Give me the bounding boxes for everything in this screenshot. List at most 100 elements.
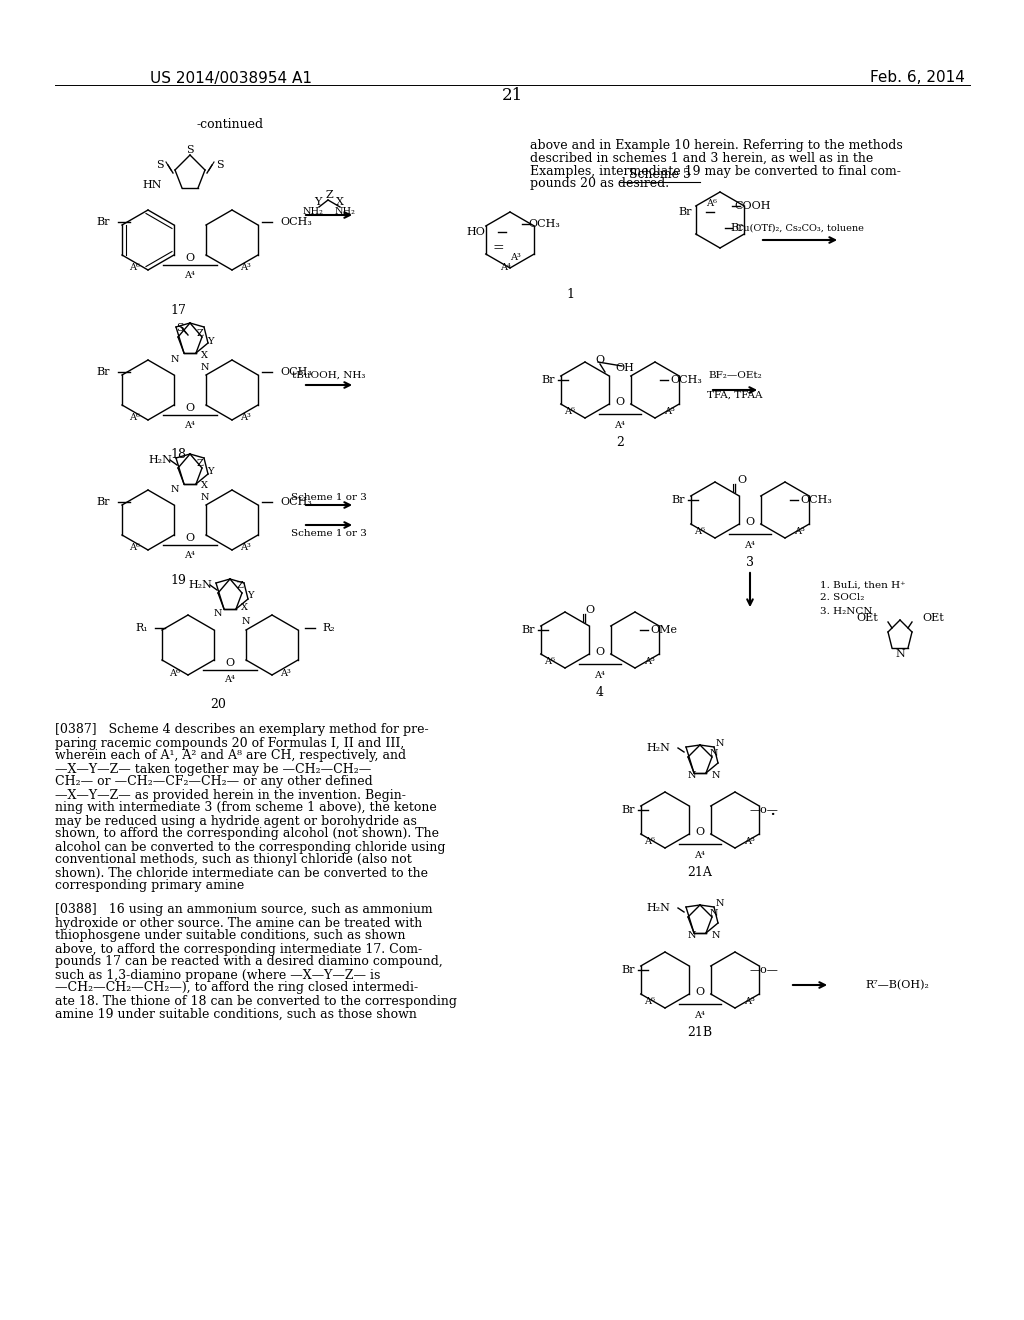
Text: O: O [185,253,195,263]
Text: O: O [695,987,705,997]
Text: Br: Br [622,805,635,814]
Text: 1. BuLi, then H⁺: 1. BuLi, then H⁺ [820,581,905,590]
Text: Br: Br [622,965,635,975]
Text: X: X [201,480,208,490]
Text: A⁴: A⁴ [224,676,236,685]
Text: A⁴: A⁴ [184,421,196,429]
Text: TFA, TFAA: TFA, TFAA [708,391,763,400]
Text: US 2014/0038954 A1: US 2014/0038954 A1 [150,70,312,86]
Text: O: O [586,605,595,615]
Text: O: O [595,647,604,657]
Text: 4: 4 [596,685,604,698]
Text: N: N [712,932,720,940]
Text: Y: Y [207,467,213,477]
Text: OH: OH [615,363,634,374]
Text: Br: Br [96,367,110,378]
Text: A⁴: A⁴ [694,850,706,859]
Text: 2. SOCl₂: 2. SOCl₂ [820,594,864,602]
Text: ate 18. The thione of 18 can be converted to the corresponding: ate 18. The thione of 18 can be converte… [55,994,457,1007]
Text: H₂N: H₂N [148,455,172,465]
Text: X: X [201,351,208,359]
Text: Br: Br [672,495,685,506]
Text: 1: 1 [566,289,574,301]
Text: A⁶: A⁶ [129,264,140,272]
Text: 21B: 21B [687,1026,713,1039]
Text: S: S [176,323,184,333]
Text: shown, to afford the corresponding alcohol (not shown). The: shown, to afford the corresponding alcoh… [55,828,439,841]
Text: ning with intermediate 3 (from scheme 1 above), the ketone: ning with intermediate 3 (from scheme 1 … [55,801,437,814]
Text: HO: HO [466,227,485,238]
Text: R⁷—B(OH)₂: R⁷—B(OH)₂ [865,979,929,990]
Text: S: S [186,145,194,154]
Text: A⁴: A⁴ [744,540,756,549]
Text: -continued: -continued [197,119,263,132]
Text: Br: Br [521,624,535,635]
Text: A⁶: A⁶ [170,668,180,677]
Text: above, to afford the corresponding intermediate 17. Com-: above, to afford the corresponding inter… [55,942,422,956]
Text: A⁴: A⁴ [184,271,196,280]
Text: —o—: —o— [750,805,779,814]
Text: 21: 21 [502,87,522,103]
Text: N: N [214,610,222,619]
Text: =: = [493,242,504,255]
Text: 21A: 21A [687,866,713,879]
Text: A³: A³ [795,528,806,536]
Text: pounds 17 can be reacted with a desired diamino compound,: pounds 17 can be reacted with a desired … [55,956,442,969]
Text: A⁶: A⁶ [694,528,706,536]
Text: N: N [242,616,250,626]
Text: Y: Y [314,197,322,207]
Text: Cu(OTf)₂, Cs₂CO₃, toluene: Cu(OTf)₂, Cs₂CO₃, toluene [736,223,864,232]
Text: N: N [710,909,718,919]
Text: A⁴: A⁴ [694,1011,706,1019]
Text: A⁶: A⁶ [707,199,718,209]
Text: COOH: COOH [734,201,770,211]
Text: A⁶: A⁶ [129,413,140,422]
Text: Z: Z [197,329,204,338]
Text: A³: A³ [744,837,756,846]
Text: N: N [201,363,209,372]
Text: Br: Br [96,498,110,507]
Text: NH₂: NH₂ [335,207,355,216]
Text: N: N [171,486,179,495]
Text: pounds 20 as desired.: pounds 20 as desired. [530,177,669,190]
Text: 3. H₂NCN: 3. H₂NCN [820,606,872,615]
Text: X: X [336,197,344,207]
Text: Br: Br [96,216,110,227]
Text: described in schemes 1 and 3 herein, as well as in the: described in schemes 1 and 3 herein, as … [530,152,873,165]
Text: Br: Br [679,207,692,216]
Text: 17: 17 [170,304,186,317]
Text: hydroxide or other source. The amine can be treated with: hydroxide or other source. The amine can… [55,916,422,929]
Text: A⁴: A⁴ [614,421,626,429]
Text: Examples, intermediate 19 may be converted to final com-: Examples, intermediate 19 may be convert… [530,165,901,177]
Text: OMe: OMe [650,624,677,635]
Text: A³: A³ [240,413,251,422]
Text: .: . [769,801,775,818]
Text: OCH₃: OCH₃ [280,367,312,378]
Text: 19: 19 [170,573,186,586]
Text: —CH₂—CH₂—CH₂—), to afford the ring closed intermedi-: —CH₂—CH₂—CH₂—), to afford the ring close… [55,982,418,994]
Text: A⁶: A⁶ [564,408,575,417]
Text: H₂N: H₂N [646,903,670,913]
Text: A³: A³ [240,264,251,272]
Text: [0388]   16 using an ammonium source, such as ammonium: [0388] 16 using an ammonium source, such… [55,903,432,916]
Text: Y: Y [247,590,253,599]
Text: A⁶: A⁶ [644,998,655,1006]
Text: corresponding primary amine: corresponding primary amine [55,879,245,892]
Text: H₂N: H₂N [188,579,212,590]
Text: N: N [201,494,209,503]
Text: A³: A³ [280,668,291,677]
Text: A⁶: A⁶ [129,544,140,553]
Text: 2: 2 [616,436,624,449]
Text: Scheme 1 or 3: Scheme 1 or 3 [291,492,367,502]
Text: may be reduced using a hydride agent or borohydride as: may be reduced using a hydride agent or … [55,814,417,828]
Text: A³: A³ [510,253,520,263]
Text: paring racemic compounds 20 of Formulas I, II and III,: paring racemic compounds 20 of Formulas … [55,737,404,750]
Text: such as 1,3-diamino propane (where —X—Y—Z— is: such as 1,3-diamino propane (where —X—Y—… [55,969,380,982]
Text: A⁶: A⁶ [545,657,555,667]
Text: OEt: OEt [922,612,944,623]
Text: A³: A³ [644,657,655,667]
Text: Z: Z [326,190,333,201]
Text: CH₂— or —CH₂—CF₂—CH₂— or any other defined: CH₂— or —CH₂—CF₂—CH₂— or any other defin… [55,776,373,788]
Text: conventional methods, such as thionyl chloride (also not: conventional methods, such as thionyl ch… [55,854,412,866]
Text: N: N [171,355,179,364]
